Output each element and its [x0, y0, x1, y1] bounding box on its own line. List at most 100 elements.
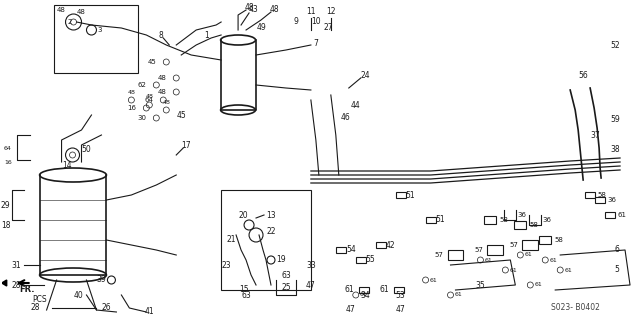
- Text: 57: 57: [474, 247, 483, 253]
- Text: 51: 51: [406, 190, 415, 199]
- Text: 14: 14: [61, 160, 71, 169]
- Text: 48: 48: [157, 89, 166, 95]
- Text: 48: 48: [77, 9, 86, 15]
- Text: 10: 10: [311, 18, 321, 26]
- Text: 27: 27: [323, 23, 333, 32]
- Text: 49: 49: [256, 24, 266, 33]
- Bar: [54, 5, 138, 73]
- Bar: [585, 192, 595, 198]
- Text: 47: 47: [396, 306, 406, 315]
- Bar: [359, 287, 369, 293]
- Text: 61: 61: [618, 212, 627, 218]
- Text: 17: 17: [181, 140, 191, 150]
- Text: FR.: FR.: [19, 286, 35, 294]
- Text: 44: 44: [351, 100, 360, 109]
- Text: 16: 16: [4, 160, 12, 165]
- Text: 62: 62: [138, 82, 147, 88]
- Text: 43: 43: [248, 5, 258, 14]
- Text: 7: 7: [314, 39, 318, 48]
- Text: 61: 61: [360, 293, 367, 298]
- Text: 48: 48: [244, 3, 254, 11]
- Bar: [356, 257, 365, 263]
- Text: 18: 18: [1, 220, 10, 229]
- Text: 57: 57: [509, 242, 518, 248]
- Text: 29: 29: [1, 201, 10, 210]
- Bar: [595, 197, 605, 203]
- Text: 13: 13: [266, 211, 276, 219]
- Text: 50: 50: [82, 145, 92, 154]
- Text: S023- B0402: S023- B0402: [551, 303, 600, 313]
- Text: 34: 34: [361, 291, 371, 300]
- Polygon shape: [2, 280, 6, 286]
- Text: 47: 47: [346, 306, 356, 315]
- Text: 47: 47: [306, 280, 316, 290]
- Bar: [396, 192, 406, 198]
- Text: 58: 58: [598, 192, 607, 198]
- Text: 21: 21: [227, 235, 236, 244]
- Text: 45: 45: [148, 59, 156, 65]
- Text: 28: 28: [30, 303, 40, 313]
- Text: 54: 54: [346, 246, 356, 255]
- Bar: [522, 240, 538, 250]
- Text: 42: 42: [386, 241, 396, 249]
- Text: 2: 2: [67, 19, 72, 25]
- Text: 46: 46: [341, 114, 351, 122]
- Text: 61: 61: [379, 286, 388, 294]
- Bar: [426, 217, 436, 223]
- Text: 6: 6: [614, 246, 620, 255]
- Text: 15: 15: [239, 286, 249, 294]
- Text: 59: 59: [610, 115, 620, 124]
- Text: 53: 53: [396, 291, 406, 300]
- Text: 48: 48: [127, 90, 135, 94]
- Text: 48: 48: [57, 7, 66, 13]
- Text: 61: 61: [484, 257, 492, 263]
- Bar: [336, 247, 346, 253]
- Bar: [221, 190, 311, 290]
- Text: 26: 26: [102, 303, 111, 313]
- Text: 11: 11: [306, 8, 316, 17]
- Text: 61: 61: [564, 268, 572, 272]
- Text: 19: 19: [276, 256, 286, 264]
- Text: 9: 9: [294, 18, 298, 26]
- Bar: [376, 242, 386, 248]
- Text: 63: 63: [281, 271, 291, 279]
- Text: 57: 57: [435, 252, 444, 258]
- Text: 30: 30: [138, 115, 147, 121]
- Text: 61: 61: [524, 253, 532, 257]
- Text: 45: 45: [177, 110, 186, 120]
- Text: 41: 41: [145, 308, 154, 316]
- Text: 51: 51: [436, 216, 445, 225]
- Text: 61: 61: [509, 268, 517, 272]
- Bar: [484, 216, 497, 224]
- Text: 48: 48: [163, 100, 170, 105]
- Bar: [447, 250, 463, 260]
- Text: 24: 24: [361, 70, 371, 79]
- Text: 64: 64: [145, 97, 154, 103]
- Text: 58: 58: [555, 237, 564, 243]
- Bar: [540, 236, 551, 244]
- Text: 22: 22: [266, 227, 276, 236]
- Text: 36: 36: [543, 217, 552, 223]
- Text: 35: 35: [476, 280, 485, 290]
- Bar: [488, 245, 504, 255]
- Text: 37: 37: [590, 130, 600, 139]
- Text: 39: 39: [97, 276, 106, 285]
- Bar: [394, 287, 404, 293]
- Text: 25: 25: [281, 284, 291, 293]
- Text: 1: 1: [204, 31, 209, 40]
- Text: 61: 61: [344, 286, 354, 294]
- Text: 48: 48: [145, 94, 153, 100]
- Text: 58: 58: [500, 217, 509, 223]
- Text: 38: 38: [611, 145, 620, 154]
- Text: 56: 56: [579, 70, 588, 79]
- Text: 23: 23: [221, 261, 231, 270]
- Text: 55: 55: [366, 256, 376, 264]
- Text: 5: 5: [614, 265, 620, 275]
- Text: 33: 33: [306, 261, 316, 270]
- Bar: [605, 212, 615, 218]
- Text: 48: 48: [157, 75, 166, 81]
- Text: 3: 3: [97, 27, 102, 33]
- Text: 48: 48: [269, 5, 279, 14]
- Text: 61: 61: [429, 278, 437, 283]
- Text: PCS: PCS: [32, 295, 47, 305]
